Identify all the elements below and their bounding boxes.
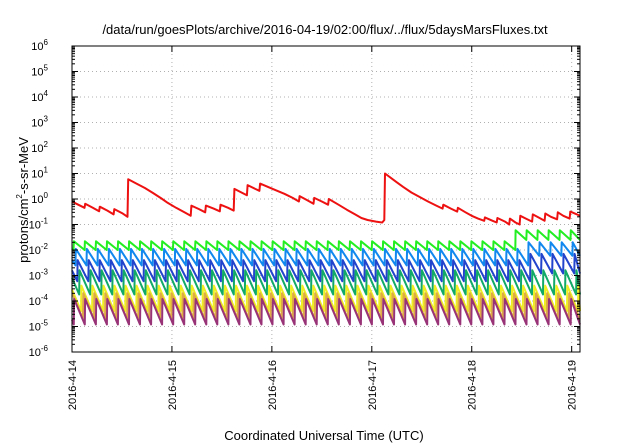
- y-tick-label: 10-1: [29, 217, 49, 232]
- y-tick-base: 10: [29, 271, 41, 283]
- y-axis-label-rest: -s-sr-MeV: [16, 137, 31, 194]
- x-tick-label: 2016-4-15: [167, 360, 179, 410]
- y-tick-label: 103: [31, 115, 48, 130]
- x-tick-label: 2016-4-14: [67, 360, 79, 410]
- x-tick-label: 2016-4-16: [267, 360, 279, 410]
- series-line-3: [71, 241, 581, 267]
- y-tick-base: 10: [31, 143, 43, 155]
- y-tick-exp: -1: [41, 217, 49, 226]
- y-tick-exp: 2: [44, 140, 49, 149]
- series-line-5: [71, 269, 581, 296]
- axis-ticks: [71, 45, 580, 353]
- y-tick-label: 102: [31, 140, 48, 155]
- y-tick-base: 10: [29, 245, 41, 257]
- y-tick-exp: -2: [41, 242, 49, 251]
- y-tick-exp: 0: [44, 191, 49, 200]
- y-tick-label: 101: [31, 166, 48, 181]
- series-line-4: [71, 252, 581, 283]
- x-tick-label: 2016-4-19: [567, 360, 579, 410]
- x-tick-label: 2016-4-18: [467, 360, 479, 410]
- y-tick-exp: 3: [44, 115, 49, 124]
- y-tick-label: 10-4: [29, 293, 49, 308]
- series-lines: [71, 172, 581, 326]
- y-axis-label: protons/cm2-s-sr-MeV: [15, 137, 31, 263]
- y-tick-base: 10: [29, 322, 41, 334]
- y-tick-base: 10: [31, 194, 43, 206]
- series-line-6: [71, 284, 581, 313]
- series-line-7: [71, 292, 581, 320]
- y-tick-label: 10-5: [29, 319, 49, 334]
- y-tick-exp: 4: [44, 89, 49, 98]
- y-tick-label: 106: [31, 38, 48, 53]
- series-line-2: [71, 229, 581, 251]
- x-tick-label: 2016-4-17: [367, 360, 379, 410]
- y-tick-base: 10: [31, 41, 43, 53]
- y-tick-exp: -4: [41, 293, 49, 302]
- y-tick-label: 104: [31, 89, 48, 104]
- y-tick-base: 10: [31, 169, 43, 181]
- y-tick-label: 10-3: [29, 268, 49, 283]
- y-tick-base: 10: [29, 296, 41, 308]
- y-tick-base: 10: [29, 220, 41, 232]
- y-tick-exp: 5: [44, 64, 49, 73]
- y-axis-label-sup: 2: [15, 194, 24, 199]
- chart-title: /data/run/goesPlots/archive/2016-04-19/0…: [102, 22, 548, 37]
- y-axis-label-base: protons/cm: [16, 199, 31, 263]
- y-tick-label: 10-2: [29, 242, 49, 257]
- y-tick-exp: -5: [41, 319, 49, 328]
- y-tick-exp: 1: [44, 166, 49, 175]
- y-tick-base: 10: [31, 118, 43, 130]
- x-tick-labels: 2016-4-14 2016-4-15 2016-4-16 2016-4-17 2016…: [67, 360, 579, 410]
- y-tick-base: 10: [31, 92, 43, 104]
- series-line-8: [71, 298, 581, 326]
- y-tick-exp: 6: [44, 38, 49, 47]
- y-tick-labels: 10-610-510-410-310-210-11001011021031041…: [29, 38, 49, 359]
- y-tick-label: 105: [31, 64, 48, 79]
- x-axis-label: Coordinated Universal Time (UTC): [224, 428, 423, 443]
- series-line-1: [71, 172, 581, 226]
- y-tick-base: 10: [29, 347, 41, 359]
- y-tick-exp: -6: [41, 344, 49, 353]
- y-tick-exp: -3: [41, 268, 49, 277]
- y-tick-label: 100: [31, 191, 48, 206]
- y-tick-base: 10: [31, 67, 43, 79]
- y-tick-label: 10-6: [29, 344, 49, 359]
